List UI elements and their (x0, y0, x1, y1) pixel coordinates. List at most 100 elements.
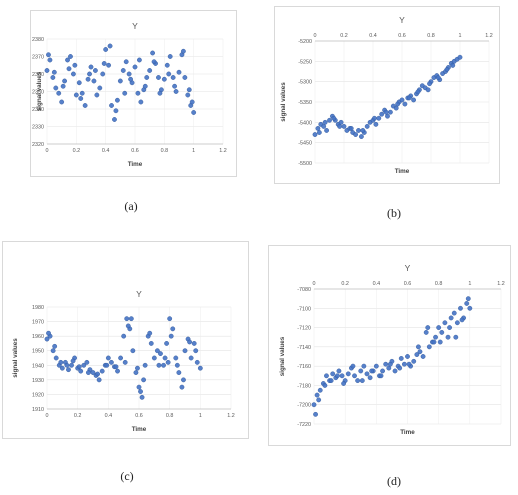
data-point (167, 54, 173, 59)
data-point (96, 377, 102, 383)
data-point (459, 317, 465, 323)
data-point (345, 371, 351, 377)
data-point (124, 316, 130, 322)
data-point (148, 341, 154, 346)
data-point (188, 355, 194, 361)
data-point (136, 384, 142, 390)
data-point (369, 368, 375, 374)
data-point (393, 105, 399, 111)
data-point (172, 83, 178, 89)
data-point (91, 78, 97, 84)
data-point (180, 48, 186, 54)
data-point (197, 365, 203, 371)
data-point (179, 384, 185, 390)
data-point (341, 381, 347, 386)
data-point (327, 117, 332, 123)
x-tick-label: 0 (46, 148, 49, 154)
data-point (86, 370, 91, 375)
x-tick-label: 0 (46, 413, 49, 419)
data-point (353, 132, 359, 137)
data-point (115, 368, 120, 374)
data-point (142, 362, 148, 368)
data-point (358, 368, 364, 374)
data-point (85, 76, 91, 82)
data-point (64, 362, 70, 368)
data-point (388, 109, 393, 115)
data-point (62, 78, 67, 84)
y-tick-label: -5350 (298, 100, 312, 106)
data-point (46, 52, 51, 58)
data-point (411, 358, 417, 364)
chart-title: Y (399, 15, 405, 25)
data-point (186, 87, 192, 93)
data-point (331, 115, 337, 121)
data-point (66, 367, 71, 373)
data-point (66, 66, 72, 72)
y-tick-label: -5300 (298, 80, 312, 86)
x-tick-label: 0.2 (340, 33, 348, 39)
y-tick-label: -5400 (298, 120, 312, 126)
data-point (125, 323, 131, 329)
data-point (465, 296, 471, 302)
caption-c: (c) (120, 469, 134, 483)
x-tick-label: 0.6 (131, 148, 139, 154)
x-tick-label: 1 (199, 413, 202, 419)
x-axis-label: Time (128, 161, 143, 168)
data-point (141, 377, 147, 383)
data-point (105, 355, 111, 361)
data-point (189, 99, 195, 105)
y-tick-label: 2340 (32, 107, 44, 113)
x-tick-label: 0.8 (166, 413, 174, 419)
y-tick-label: -7220 (297, 422, 311, 428)
y-tick-label: 1950 (32, 349, 44, 355)
data-point (334, 373, 340, 379)
y-tick-label: -7120 (297, 326, 311, 332)
data-point (58, 359, 64, 365)
chart-title: Y (132, 21, 138, 31)
data-point (130, 348, 136, 354)
y-tick-label: 2350 (32, 90, 44, 96)
data-point (182, 348, 188, 354)
data-point (71, 71, 76, 77)
y-tick-label: -7100 (297, 306, 311, 312)
y-tick-label: 2330 (32, 125, 44, 131)
data-point (76, 364, 82, 370)
data-point (338, 119, 344, 125)
x-tick-label: 1.2 (219, 148, 227, 154)
x-tick-label: 0.4 (373, 281, 381, 287)
data-point (117, 78, 123, 84)
data-point (52, 343, 58, 349)
data-point (99, 368, 105, 374)
data-point (392, 368, 398, 374)
y-tick-label: -5200 (298, 39, 312, 45)
y-tick-label: 2370 (32, 55, 44, 61)
data-point (78, 96, 84, 101)
data-point (402, 101, 408, 107)
data-point (154, 348, 160, 354)
data-point (94, 92, 100, 98)
y-tick-label: 2320 (32, 142, 44, 148)
data-point (355, 378, 361, 384)
data-point (324, 128, 329, 133)
data-point (81, 362, 87, 368)
chart-title: Y (405, 263, 411, 273)
x-tick-label: 0.6 (398, 33, 406, 39)
data-point (109, 359, 114, 365)
x-tick-label: 0.2 (73, 148, 81, 154)
data-point (467, 305, 473, 311)
data-point (88, 64, 94, 70)
x-tick-label: 1.2 (497, 281, 505, 287)
data-point (185, 92, 191, 98)
data-point (157, 90, 163, 96)
data-point (194, 359, 200, 365)
data-point (104, 362, 110, 368)
data-point (415, 89, 421, 95)
data-point (451, 310, 457, 316)
data-point (106, 62, 112, 68)
data-point (167, 316, 173, 322)
caption-b: (b) (387, 206, 401, 220)
data-point (174, 362, 180, 368)
data-point (352, 373, 357, 379)
data-point (78, 368, 84, 374)
